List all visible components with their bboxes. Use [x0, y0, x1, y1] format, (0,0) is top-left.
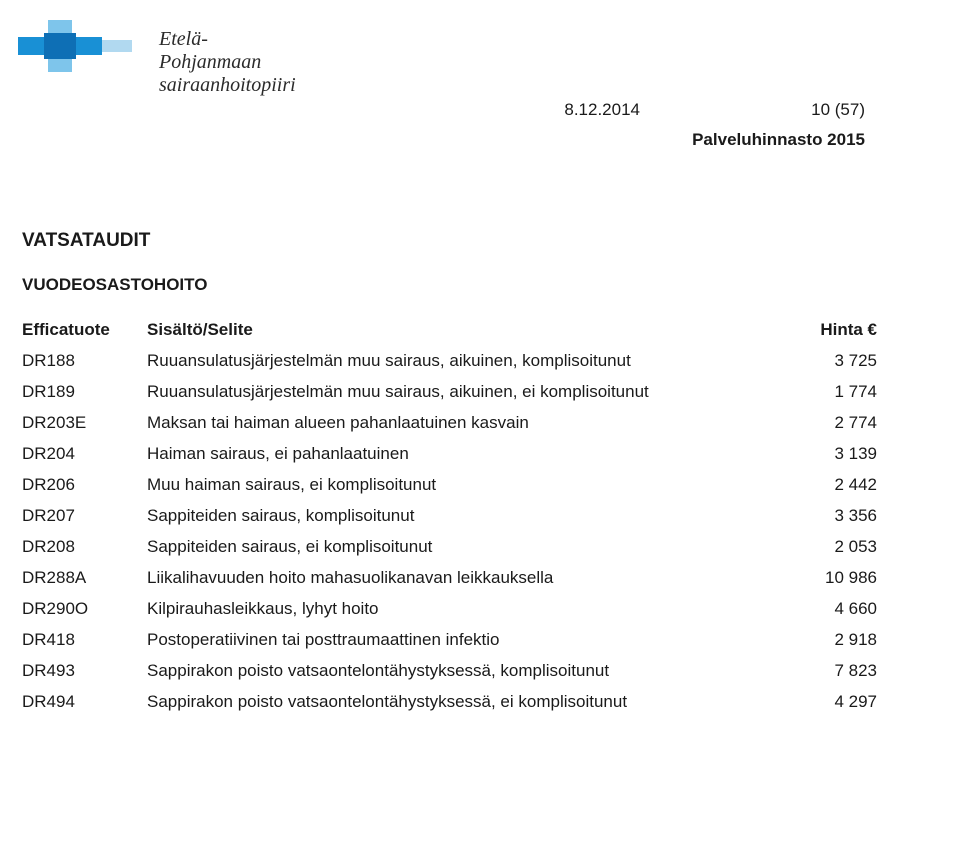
cell-desc: Ruuansulatusjärjestelmän muu sairaus, ai… — [147, 351, 717, 371]
table-header-row: Efficatuote Sisältö/Selite Hinta € — [22, 320, 867, 340]
logo-mark-icon — [14, 16, 134, 76]
cell-desc: Ruuansulatusjärjestelmän muu sairaus, ai… — [147, 382, 717, 402]
logo-text: Etelä-Pohjanmaan sairaanhoitopiiri — [159, 28, 296, 97]
cell-price: 3 725 — [717, 351, 877, 371]
cell-desc: Maksan tai haiman alueen pahanlaatuinen … — [147, 413, 717, 433]
cell-code: DR288A — [22, 568, 147, 588]
cell-desc: Postoperatiivinen tai posttraumaattinen … — [147, 630, 717, 650]
cell-desc: Haiman sairaus, ei pahanlaatuinen — [147, 444, 717, 464]
cell-price: 2 774 — [717, 413, 877, 433]
doc-date: 8.12.2014 — [564, 100, 640, 120]
table-row: DR494Sappirakon poisto vatsaontelontähys… — [22, 692, 867, 712]
logo-line2: sairaanhoitopiiri — [159, 74, 296, 97]
col-header-price: Hinta € — [717, 320, 877, 340]
section-subtitle: VUODEOSASTOHOITO — [22, 275, 207, 295]
cell-desc: Muu haiman sairaus, ei komplisoitunut — [147, 475, 717, 495]
page-number: 10 (57) — [811, 100, 865, 120]
cell-desc: Sappiteiden sairaus, komplisoitunut — [147, 506, 717, 526]
table-row: DR188Ruuansulatusjärjestelmän muu sairau… — [22, 351, 867, 371]
table-row: DR418Postoperatiivinen tai posttraumaatt… — [22, 630, 867, 650]
cell-desc: Kilpirauhasleikkaus, lyhyt hoito — [147, 599, 717, 619]
table-row: DR290OKilpirauhasleikkaus, lyhyt hoito4 … — [22, 599, 867, 619]
cell-price: 2 918 — [717, 630, 877, 650]
table-row: DR288ALiikalihavuuden hoito mahasuolikan… — [22, 568, 867, 588]
table-row: DR206Muu haiman sairaus, ei komplisoitun… — [22, 475, 867, 495]
cell-code: DR207 — [22, 506, 147, 526]
table-row: DR207Sappiteiden sairaus, komplisoitunut… — [22, 506, 867, 526]
cell-code: DR206 — [22, 475, 147, 495]
cell-price: 3 356 — [717, 506, 877, 526]
cell-desc: Sappirakon poisto vatsaontelontähystykse… — [147, 692, 717, 712]
cell-desc: Liikalihavuuden hoito mahasuolikanavan l… — [147, 568, 717, 588]
col-header-code: Efficatuote — [22, 320, 147, 340]
col-header-desc: Sisältö/Selite — [147, 320, 717, 340]
logo: Etelä-Pohjanmaan sairaanhoitopiiri — [14, 16, 144, 76]
cell-code: DR494 — [22, 692, 147, 712]
cell-code: DR418 — [22, 630, 147, 650]
section-title: VATSATAUDIT — [22, 230, 150, 252]
cell-price: 7 823 — [717, 661, 877, 681]
cell-code: DR203E — [22, 413, 147, 433]
cell-code: DR290O — [22, 599, 147, 619]
cell-code: DR188 — [22, 351, 147, 371]
cell-code: DR189 — [22, 382, 147, 402]
table-row: DR204Haiman sairaus, ei pahanlaatuinen3 … — [22, 444, 867, 464]
table-row: DR208Sappiteiden sairaus, ei komplisoitu… — [22, 537, 867, 557]
cell-price: 4 660 — [717, 599, 877, 619]
table-row: DR189Ruuansulatusjärjestelmän muu sairau… — [22, 382, 867, 402]
cell-price: 4 297 — [717, 692, 877, 712]
cell-code: DR204 — [22, 444, 147, 464]
page: Etelä-Pohjanmaan sairaanhoitopiiri 8.12.… — [0, 0, 960, 846]
logo-line1: Etelä-Pohjanmaan — [159, 28, 296, 74]
table-row: DR203EMaksan tai haiman alueen pahanlaat… — [22, 413, 867, 433]
cell-price: 1 774 — [717, 382, 877, 402]
price-table: Efficatuote Sisältö/Selite Hinta € DR188… — [22, 320, 867, 723]
doc-subhead: Palveluhinnasto 2015 — [692, 130, 865, 150]
cell-price: 2 053 — [717, 537, 877, 557]
cell-code: DR493 — [22, 661, 147, 681]
table-row: DR493Sappirakon poisto vatsaontelontähys… — [22, 661, 867, 681]
cell-code: DR208 — [22, 537, 147, 557]
cell-price: 3 139 — [717, 444, 877, 464]
cell-desc: Sappiteiden sairaus, ei komplisoitunut — [147, 537, 717, 557]
cell-price: 2 442 — [717, 475, 877, 495]
cell-desc: Sappirakon poisto vatsaontelontähystykse… — [147, 661, 717, 681]
cell-price: 10 986 — [717, 568, 877, 588]
